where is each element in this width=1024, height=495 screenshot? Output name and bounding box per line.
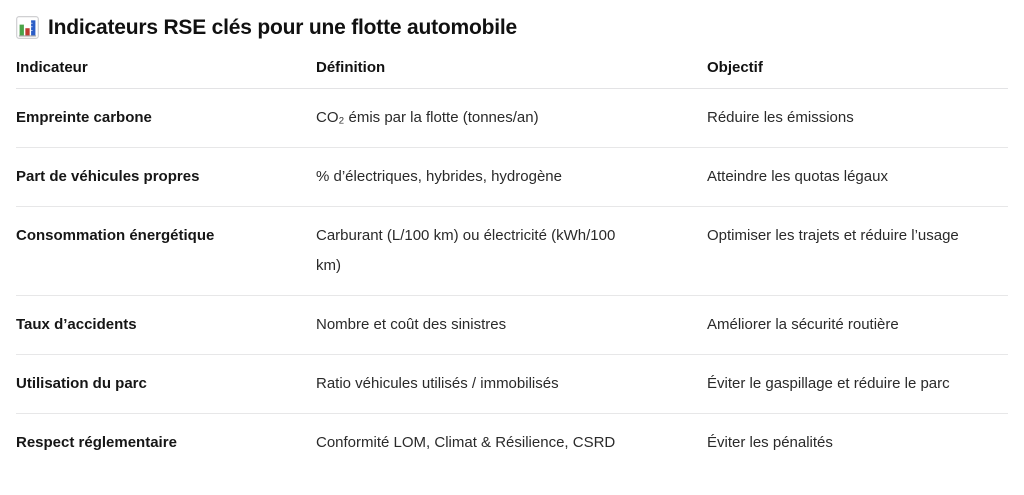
cell-indicateur: Respect réglementaire [16,434,177,452]
cell-definition: % d’électriques, hybrides, hydrogène [316,168,562,186]
cell-objectif: Optimiser les trajets et réduire l’usage [707,227,959,245]
cell-indicateur: Consommation énergétique [16,227,215,245]
table-row: Respect réglementaire Conformité LOM, Cl… [16,414,1008,472]
bar-chart-icon [16,16,39,39]
table-row: Utilisation du parc Ratio véhicules util… [16,355,1008,415]
bar-chart-icon-bar-green [19,24,24,36]
cell-indicateur: Part de véhicules propres [16,168,200,186]
table-row: Consommation énergétique Carburant (L/10… [16,207,1008,297]
bar-chart-icon-bar-blue [31,20,36,36]
cell-indicateur: Utilisation du parc [16,375,147,393]
cell-definition: CO₂ émis par la flotte (tonnes/an) [316,109,539,127]
cell-definition: Ratio véhicules utilisés / immobilisés [316,375,559,393]
cell-definition: Conformité LOM, Climat & Résilience, CSR… [316,434,616,452]
bar-chart-icon-bar-red [25,28,30,36]
indicators-table: Indicateur Définition Objectif Empreinte… [16,50,1008,472]
column-header-objectif: Objectif [707,59,763,77]
cell-objectif: Réduire les émissions [707,109,854,127]
cell-definition: Nombre et coût des sinistres [316,316,507,334]
cell-definition: Carburant (L/100 km) ou électricité (kWh… [316,227,616,275]
cell-indicateur: Empreinte carbone [16,109,152,127]
bar-chart-icon-axis [18,35,37,37]
table-row: Taux d’accidents Nombre et coût des sini… [16,296,1008,356]
cell-objectif: Atteindre les quotas légaux [707,168,888,186]
cell-indicateur: Taux d’accidents [16,316,137,334]
cell-objectif: Éviter le gaspillage et réduire le parc [707,375,950,393]
column-header-indicateur: Indicateur [16,59,88,77]
document-header: Indicateurs RSE clés pour une flotte aut… [16,15,1008,40]
table-row: Empreinte carbone CO₂ émis par la flotte… [16,89,1008,149]
table-row: Part de véhicules propres % d’électrique… [16,148,1008,208]
table-header-row: Indicateur Définition Objectif [16,50,1008,90]
document-page: Indicateurs RSE clés pour une flotte aut… [16,15,1008,472]
cell-objectif: Éviter les pénalités [707,434,833,452]
column-header-definition: Définition [316,59,386,77]
cell-objectif: Améliorer la sécurité routière [707,316,899,334]
page-title: Indicateurs RSE clés pour une flotte aut… [48,16,518,39]
